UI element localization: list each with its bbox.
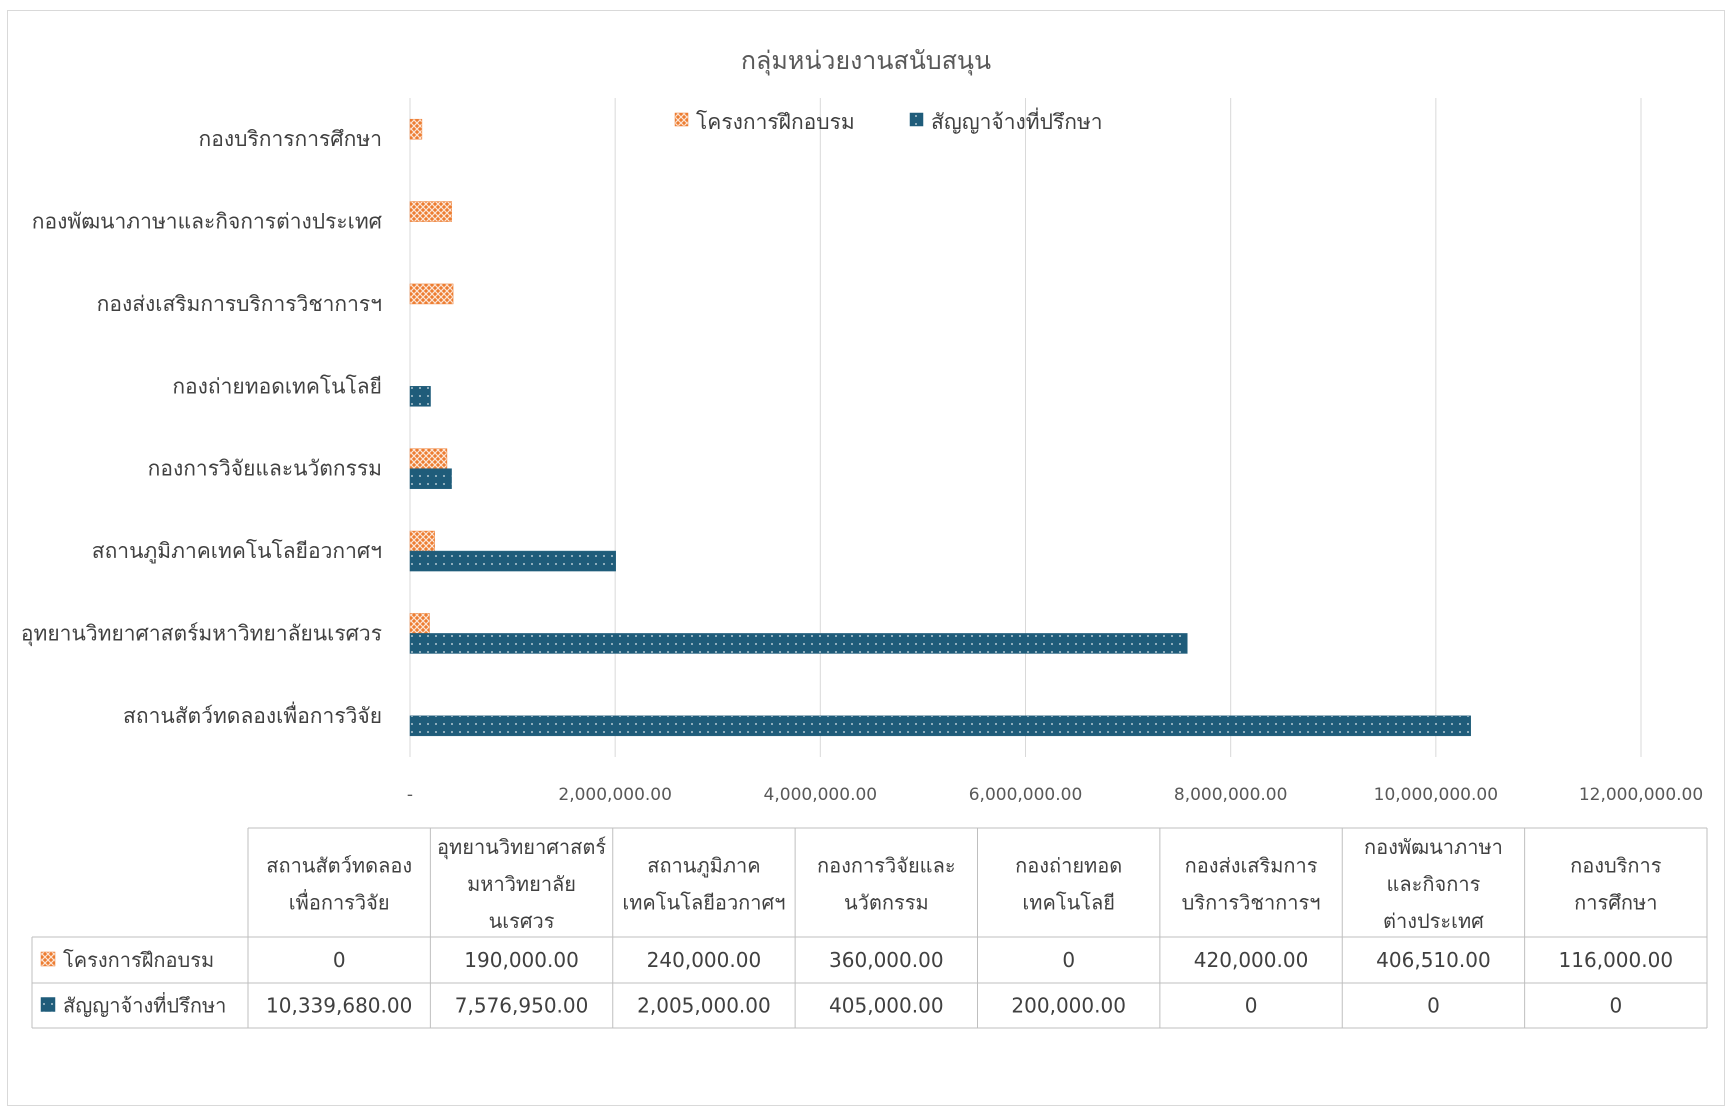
category-label: กองบริการการศึกษา (199, 127, 382, 151)
table-header-text: อุทยานวิทยาศาสตร์ (437, 835, 606, 860)
x-tick-label: - (407, 785, 413, 805)
category-label: สถานภูมิภาคเทคโนโลยีอวกาศฯ (92, 539, 382, 564)
table-header-text: เทคโนโลยีอวกาศฯ (622, 891, 785, 915)
legend-label: สัญญาจ้างที่ปรึกษา (931, 107, 1103, 134)
x-tick-label: 2,000,000.00 (558, 785, 672, 805)
table-header-text: นเรศวร (489, 909, 555, 933)
table-cell-value: 2,005,000.00 (637, 994, 771, 1018)
table-cell-value: 0 (1427, 994, 1440, 1018)
table-legend-key (40, 997, 56, 1012)
table-cell-value: 406,510.00 (1376, 948, 1491, 972)
table-cell-value: 7,576,950.00 (455, 994, 589, 1018)
category-label: กองพัฒนาภาษาและกิจการต่างประเทศ (32, 210, 383, 234)
table-row-label: สัญญาจ้างที่ปรึกษา (63, 992, 226, 1018)
table-header-text: และกิจการ (1387, 872, 1481, 896)
table-cell-value: 116,000.00 (1559, 948, 1674, 972)
bar-consulting (409, 386, 431, 407)
legend-swatch (909, 112, 924, 127)
table-header-text: กองพัฒนาภาษา (1364, 835, 1503, 859)
table-header-text: กองบริการ (1570, 854, 1662, 878)
bar-consulting (409, 468, 452, 489)
table-header-text: การศึกษา (1574, 891, 1657, 915)
chart-title: กลุ่มหน่วยงานสนับสนุน (741, 46, 991, 76)
table-cell-value: 240,000.00 (647, 948, 762, 972)
x-tick-label: 10,000,000.00 (1374, 785, 1498, 805)
table-header-text: นวัตกรรม (844, 891, 929, 915)
table-header-text: สถานสัตว์ทดลอง (266, 854, 412, 878)
table-cell-value: 200,000.00 (1011, 994, 1126, 1018)
table-header-text: เพื่อการวิจัย (289, 889, 390, 915)
bar-consulting (409, 715, 1471, 737)
table-header-text: กองการวิจัยและ (817, 854, 956, 878)
table-cell-value: 190,000.00 (464, 948, 579, 972)
bar-training (409, 530, 435, 552)
bar-consulting (409, 550, 616, 572)
table-header-text: เทคโนโลยี (1022, 891, 1115, 915)
table-cell-value: 420,000.00 (1194, 948, 1309, 972)
table-header-text: ต่างประเทศ (1383, 909, 1484, 933)
x-tick-label: 12,000,000.00 (1579, 785, 1703, 805)
x-tick-label: 6,000,000.00 (969, 785, 1083, 805)
x-tick-label: 8,000,000.00 (1174, 785, 1288, 805)
category-label: อุทยานวิทยาศาสตร์มหาวิทยาลัยนเรศวร (21, 621, 382, 646)
bar-training (409, 201, 452, 222)
category-label: สถานสัตว์ทดลองเพื่อการวิจัย (123, 701, 382, 728)
legend-swatch (674, 112, 689, 127)
bar-training (409, 613, 430, 634)
legend-label: โครงการฝึกอบรม (696, 110, 855, 134)
category-label: กองส่งเสริมการบริการวิชาการฯ (97, 292, 382, 316)
category-label: กองการวิจัยและนวัตกรรม (148, 457, 382, 481)
table-header-text: บริการวิชาการฯ (1182, 891, 1321, 915)
table-row-label: โครงการฝึกอบรม (63, 948, 214, 972)
category-label: กองถ่ายทอดเทคโนโลยี (172, 374, 382, 398)
table-cell-value: 405,000.00 (829, 994, 944, 1018)
table-cell-value: 0 (1062, 948, 1075, 972)
table-cell-value: 0 (1609, 994, 1622, 1018)
bar-training (409, 118, 423, 140)
table-cell-value: 360,000.00 (829, 948, 944, 972)
table-cell-value: 0 (333, 948, 346, 972)
table-legend-key (40, 951, 56, 967)
table-header-text: มหาวิทยาลัย (467, 872, 576, 896)
table-header-text: กองส่งเสริมการ (1185, 854, 1318, 878)
table-header-text: สถานภูมิภาค (647, 854, 760, 879)
table-cell-value: 10,339,680.00 (266, 994, 412, 1018)
bar-consulting (409, 633, 1188, 654)
table-header-text: กองถ่ายทอด (1015, 854, 1122, 878)
bar-training (409, 448, 448, 469)
table-cell-value: 0 (1245, 994, 1258, 1018)
x-tick-label: 4,000,000.00 (764, 785, 878, 805)
bar-training (409, 283, 454, 305)
